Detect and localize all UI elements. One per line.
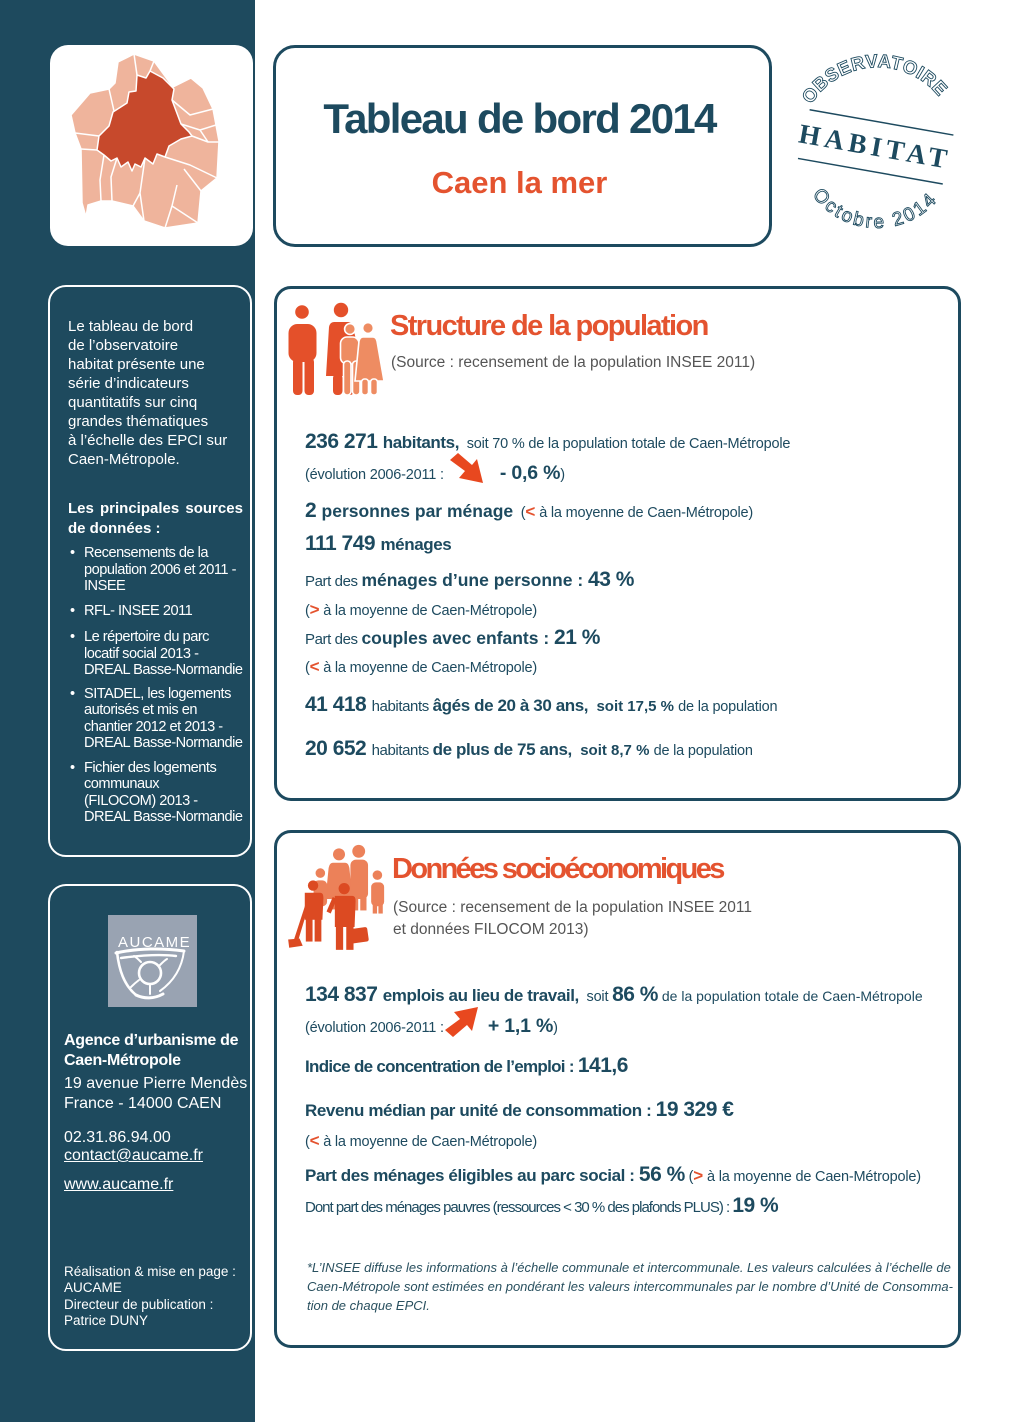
svg-text:Octobre 2014: Octobre 2014 — [808, 184, 942, 233]
svg-text:OBSERVATOIRE: OBSERVATOIRE — [797, 50, 952, 107]
svg-text:AUCAME: AUCAME — [118, 934, 191, 951]
svg-text:HABITAT: HABITAT — [797, 118, 954, 175]
